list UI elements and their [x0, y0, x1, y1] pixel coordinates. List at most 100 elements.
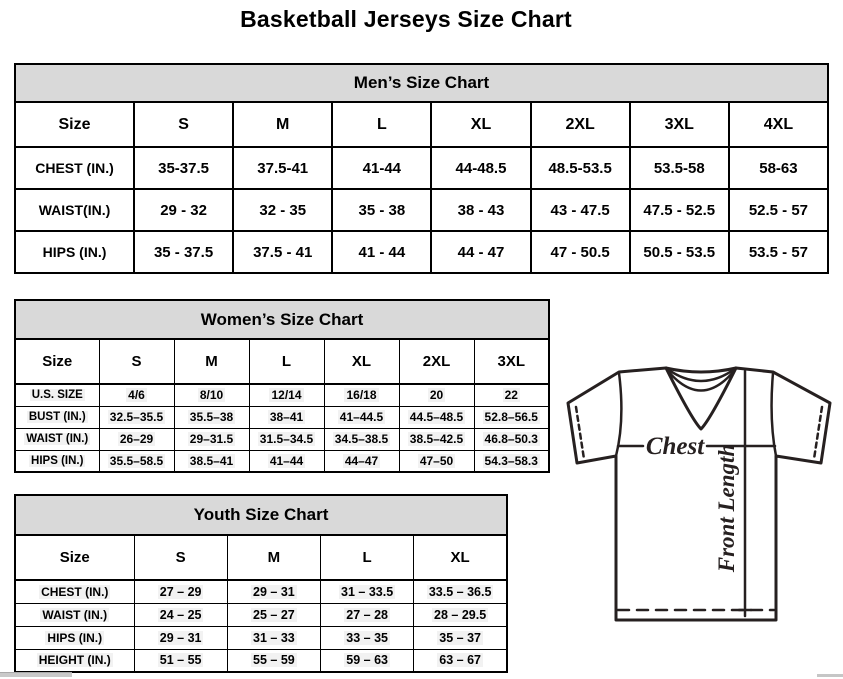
- youth-column-header-size: Size: [14, 534, 135, 581]
- size-value-cell: 48.5-53.5: [529, 146, 631, 190]
- size-value-cell: 41 - 44: [331, 230, 433, 274]
- cuff-stitch-left-icon: [574, 405, 586, 461]
- row-label: BUST (IN.): [14, 405, 100, 429]
- collar-band-curve-2: [666, 369, 736, 392]
- size-value-cell: 35 - 37.5: [132, 230, 235, 274]
- size-value-cell: 28 – 29.5: [413, 602, 508, 627]
- size-value-cell: 38 - 43: [430, 188, 532, 232]
- size-value-cell: 52.8–56.5: [473, 405, 550, 429]
- size-value-cell: 47.5 - 52.5: [628, 188, 730, 232]
- size-value-cell: 54.3–58.3: [473, 449, 550, 473]
- men-table-row: WAIST(IN.) 29 - 32 32 - 35 35 - 38 38 - 43 43…: [14, 188, 830, 232]
- size-value-cell: 41-44: [331, 146, 433, 190]
- row-label: HIPS (IN.): [14, 625, 135, 650]
- women-table-title: Women’s Size Chart: [14, 299, 550, 340]
- size-value-cell: 44 - 47: [430, 230, 532, 274]
- row-label: WAIST (IN.): [14, 427, 100, 451]
- size-value-cell: 4/6: [98, 383, 175, 407]
- cuff-stitch-right-icon: [812, 405, 824, 461]
- size-value-cell: 29–31.5: [173, 427, 250, 451]
- size-value-cell: 47–50: [398, 449, 475, 473]
- horizontal-scrollbar-thumb-left[interactable]: [0, 672, 72, 677]
- women-column-header-xl: XL: [323, 338, 400, 385]
- size-value-cell: 33.5 – 36.5: [413, 579, 508, 604]
- size-value-cell: 26–29: [98, 427, 175, 451]
- women-table-row: HIPS (IN.) 35.5–58.5 38.5–41 41–44 44–47 47–5…: [14, 449, 550, 473]
- size-value-cell: 51 – 55: [133, 648, 228, 673]
- youth-table-title: Youth Size Chart: [14, 494, 508, 536]
- size-value-cell: 20: [398, 383, 475, 407]
- size-value-cell: 55 – 59: [226, 648, 322, 673]
- women-column-header-3xl: 3XL: [473, 338, 550, 385]
- row-label: HIPS (IN.): [14, 230, 135, 274]
- men-column-header-m: M: [232, 101, 334, 148]
- size-value-cell: 38.5–42.5: [398, 427, 475, 451]
- size-value-cell: 29 - 32: [132, 188, 235, 232]
- horizontal-scrollbar-thumb-right[interactable]: [817, 674, 843, 677]
- men-column-header-3xl: 3XL: [628, 101, 730, 148]
- men-column-header-4xl: 4XL: [727, 101, 830, 148]
- collar-v-neck: [664, 366, 738, 431]
- size-value-cell: 44–47: [323, 449, 400, 473]
- size-value-cell: 53.5-58: [628, 146, 730, 190]
- women-column-header-2xl: 2XL: [398, 338, 475, 385]
- page-title: Basketball Jerseys Size Chart: [240, 6, 572, 32]
- size-value-cell: 31.5–34.5: [248, 427, 325, 451]
- men-column-header-l: L: [331, 101, 433, 148]
- row-label: CHEST (IN.): [14, 146, 135, 190]
- size-value-cell: 37.5-41: [232, 146, 334, 190]
- size-value-cell: 63 – 67: [413, 648, 508, 673]
- size-value-cell: 31 – 33.5: [319, 579, 415, 604]
- size-value-cell: 24 – 25: [133, 602, 228, 627]
- youth-table-row: HEIGHT (IN.) 51 – 55 55 – 59 59 – 63 63 – 67: [14, 648, 508, 673]
- size-value-cell: 50.5 - 53.5: [628, 230, 730, 274]
- size-value-cell: 35.5–38: [173, 405, 250, 429]
- women-column-header-l: L: [248, 338, 325, 385]
- men-column-header-2xl: 2XL: [529, 101, 631, 148]
- women-table-row: U.S. SIZE 4/6 8/10 12/14 16/18 20 22: [14, 383, 550, 407]
- youth-table-row: HIPS (IN.) 29 – 31 31 – 33 33 – 35 35 – 37: [14, 625, 508, 650]
- size-value-cell: 35.5–58.5: [98, 449, 175, 473]
- jersey-measurement-diagram-icon: Chest Front Length: [566, 366, 832, 622]
- size-value-cell: 35 - 38: [331, 188, 433, 232]
- size-value-cell: 38–41: [248, 405, 325, 429]
- women-table-row: BUST (IN.) 32.5–35.5 35.5–38 38–41 41–44.5 44…: [14, 405, 550, 429]
- size-value-cell: 34.5–38.5: [323, 427, 400, 451]
- row-label: U.S. SIZE: [14, 383, 100, 407]
- size-value-cell: 35 – 37: [413, 625, 508, 650]
- size-value-cell: 27 – 28: [319, 602, 415, 627]
- jersey-outline: [566, 366, 832, 622]
- men-column-header-xl: XL: [430, 101, 532, 148]
- size-value-cell: 22: [473, 383, 550, 407]
- size-value-cell: 47 - 50.5: [529, 230, 631, 274]
- women-column-header-m: M: [173, 338, 250, 385]
- size-value-cell: 37.5 - 41: [232, 230, 334, 274]
- size-value-cell: 29 – 31: [133, 625, 228, 650]
- size-value-cell: 16/18: [323, 383, 400, 407]
- mens-size-table: Men’s Size Chart Size S M L XL 2XL 3XL 4XL CHEST …: [14, 63, 830, 274]
- size-value-cell: 53.5 - 57: [727, 230, 830, 274]
- size-value-cell: 8/10: [173, 383, 250, 407]
- women-column-header-size: Size: [14, 338, 100, 385]
- size-value-cell: 31 – 33: [226, 625, 322, 650]
- size-value-cell: 25 – 27: [226, 602, 322, 627]
- size-value-cell: 32 - 35: [232, 188, 334, 232]
- row-label: HIPS (IN.): [14, 449, 100, 473]
- row-label: HEIGHT (IN.): [14, 648, 135, 673]
- size-value-cell: 35-37.5: [132, 146, 235, 190]
- womens-size-table: Women’s Size Chart Size S M L XL 2XL 3XL U.S. SI…: [14, 299, 550, 473]
- row-label: WAIST(IN.): [14, 188, 135, 232]
- men-table-row: CHEST (IN.) 35-37.5 37.5-41 41-44 44-48.5 48.…: [14, 146, 830, 190]
- men-table-row: HIPS (IN.) 35 - 37.5 37.5 - 41 41 - 44 44 - …: [14, 230, 830, 274]
- youth-table-row: CHEST (IN.) 27 – 29 29 – 31 31 – 33.5 33.5 –…: [14, 579, 508, 604]
- size-value-cell: 44.5–48.5: [398, 405, 475, 429]
- size-value-cell: 58-63: [727, 146, 830, 190]
- size-value-cell: 41–44.5: [323, 405, 400, 429]
- size-value-cell: 27 – 29: [133, 579, 228, 604]
- youth-size-table: Youth Size Chart Size S M L XL CHEST (IN.) 27 –…: [14, 494, 508, 673]
- size-value-cell: 44-48.5: [430, 146, 532, 190]
- size-value-cell: 52.5 - 57: [727, 188, 830, 232]
- men-column-header-s: S: [132, 101, 235, 148]
- size-value-cell: 32.5–35.5: [98, 405, 175, 429]
